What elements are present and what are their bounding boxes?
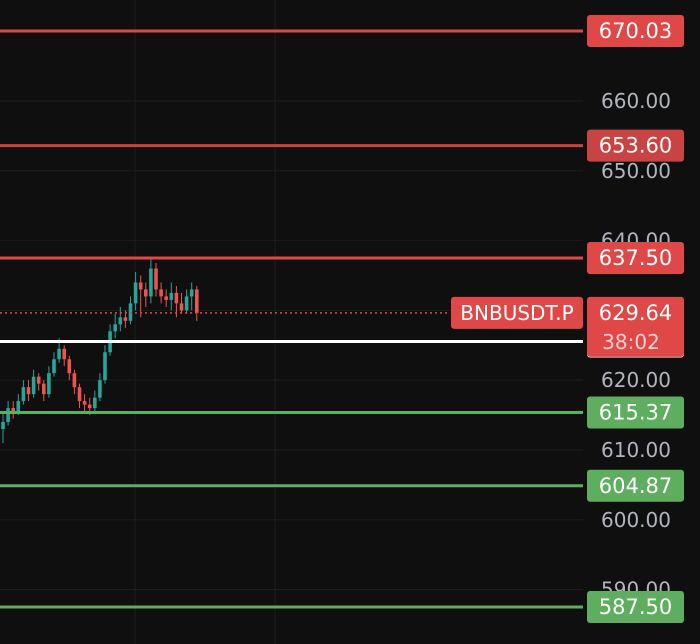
y-tick-label: 660.00 — [601, 89, 671, 113]
candle-body — [16, 401, 21, 412]
candle-body — [149, 268, 153, 297]
candle-body — [144, 289, 148, 297]
candle-body — [42, 383, 46, 395]
price-tag-label: 653.60 — [599, 134, 672, 158]
candle-body — [195, 289, 199, 313]
candle-body — [169, 292, 174, 300]
current-price-tag — [587, 296, 684, 357]
candle-body — [179, 303, 184, 311]
candle-body — [128, 303, 133, 321]
candle-body — [62, 348, 66, 360]
candle-body — [31, 376, 36, 395]
candle-body — [21, 387, 26, 402]
countdown-label: 38:02 — [602, 330, 660, 354]
candle-body — [67, 359, 72, 374]
y-tick-label: 600.00 — [601, 508, 671, 532]
y-tick-label: 620.00 — [601, 368, 671, 392]
candle-body — [184, 296, 189, 311]
y-tick-label: 610.00 — [601, 438, 671, 462]
price-tag — [587, 242, 684, 275]
current-price-label: 629.64 — [599, 301, 672, 325]
candle-body — [26, 387, 31, 395]
candle-body — [47, 373, 51, 395]
candle-body — [77, 387, 82, 402]
candle-body — [98, 380, 102, 398]
candle-body — [123, 317, 128, 321]
price-tag — [587, 396, 684, 429]
price-tag-label: 670.03 — [599, 19, 672, 43]
price-tag-label: 587.50 — [599, 595, 672, 619]
candle-body — [103, 352, 107, 381]
candle-body — [1, 422, 5, 430]
symbol-tag — [451, 296, 583, 329]
candle-body — [11, 408, 15, 412]
price-tag-label: 637.50 — [599, 246, 672, 270]
price-tag — [587, 469, 684, 502]
candle-body — [113, 324, 117, 332]
y-tick-label: 650.00 — [601, 159, 671, 183]
price-tag — [587, 591, 684, 624]
candle-body — [174, 292, 179, 304]
candle-body — [154, 268, 158, 290]
price-tag-label: 615.37 — [599, 400, 672, 424]
candle-body — [133, 282, 138, 304]
candle-body — [82, 401, 87, 405]
candle-body — [93, 397, 97, 409]
candle-body — [118, 317, 123, 325]
candle-body — [6, 408, 10, 423]
candle-body — [164, 296, 168, 300]
candle-body — [159, 289, 163, 297]
symbol-label: BNBUSDT.P — [460, 301, 573, 325]
candle-body — [189, 289, 194, 297]
candle-body — [36, 376, 41, 384]
candle-body — [52, 359, 56, 374]
candle-body — [72, 373, 77, 388]
price-tag — [587, 14, 684, 47]
candle-body — [87, 404, 92, 409]
price-tag — [587, 129, 684, 162]
candle-body — [138, 282, 143, 290]
price-tag-label: 604.87 — [599, 474, 672, 498]
candle-body — [57, 348, 61, 360]
